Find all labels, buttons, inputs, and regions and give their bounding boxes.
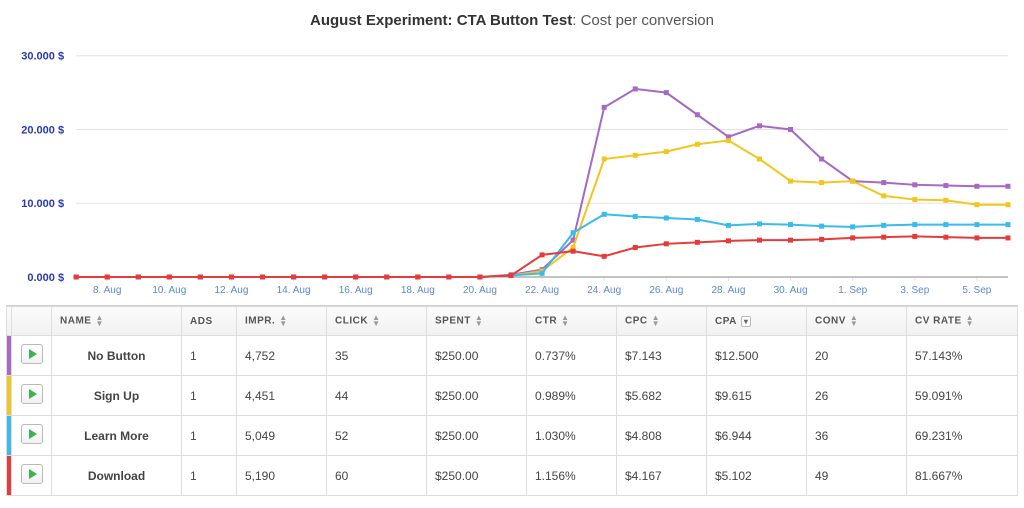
svg-text:10.000 $: 10.000 $ [21,198,64,210]
table-row: Download15,19060$250.001.156%$4.167$5.10… [7,456,1018,496]
row-cpa: $6.944 [707,416,807,456]
table-row: Sign Up14,45144$250.000.989%$5.682$9.615… [7,376,1018,416]
row-click: 35 [327,336,427,376]
table-header-row: NAME▲▼ ADS IMPR.▲▼ CLICK▲▼ SPENT▲▼ CTR▲▼… [7,307,1018,336]
row-cpc: $4.167 [617,456,707,496]
svg-text:30. Aug: 30. Aug [774,285,808,296]
col-name[interactable]: NAME▲▼ [52,307,182,336]
row-conv: 20 [807,336,907,376]
col-impr[interactable]: IMPR.▲▼ [237,307,327,336]
play-cell [12,456,52,496]
row-spent: $250.00 [427,456,527,496]
row-impr: 5,190 [237,456,327,496]
table-row: No Button14,75235$250.000.737%$7.143$12.… [7,336,1018,376]
play-cell [12,416,52,456]
col-ads: ADS [182,307,237,336]
sort-icon: ▲▼ [95,315,103,327]
svg-text:20.000 $: 20.000 $ [21,125,64,137]
svg-text:28. Aug: 28. Aug [711,285,745,296]
col-conv[interactable]: CONV▲▼ [807,307,907,336]
row-ads: 1 [182,376,237,416]
row-cvr: 59.091% [907,376,1018,416]
row-conv: 49 [807,456,907,496]
row-ads: 1 [182,456,237,496]
col-cpc[interactable]: CPC▲▼ [617,307,707,336]
chart-title-light: : Cost per conversion [572,12,714,29]
chart-panel: August Experiment: CTA Button Test: Cost… [6,6,1018,306]
row-name: No Button [52,336,182,376]
svg-text:0.000 $: 0.000 $ [27,272,64,284]
row-ctr: 1.156% [527,456,617,496]
play-cell [12,336,52,376]
play-button[interactable] [21,384,43,404]
sort-icon: ▲▼ [850,315,858,327]
row-spent: $250.00 [427,376,527,416]
svg-text:26. Aug: 26. Aug [649,285,683,296]
sort-icon: ▲▼ [475,315,483,327]
row-cpc: $4.808 [617,416,707,456]
row-name: Sign Up [52,376,182,416]
row-cvr: 57.143% [907,336,1018,376]
dropdown-icon[interactable]: ▾ [741,316,752,327]
row-ads: 1 [182,336,237,376]
svg-text:1. Sep: 1. Sep [838,285,867,296]
col-play [12,307,52,336]
row-name: Learn More [52,416,182,456]
svg-text:24. Aug: 24. Aug [587,285,621,296]
row-ads: 1 [182,416,237,456]
svg-text:20. Aug: 20. Aug [463,285,497,296]
play-button[interactable] [21,424,43,444]
row-ctr: 0.989% [527,376,617,416]
line-chart: 0.000 $ 10.000 $ 20.000 $ 30.000 $ 8. Aug 10.… [6,33,1018,303]
svg-text:14. Aug: 14. Aug [277,285,311,296]
svg-text:3. Sep: 3. Sep [900,285,929,296]
play-button[interactable] [21,464,43,484]
svg-text:10. Aug: 10. Aug [152,285,186,296]
row-impr: 5,049 [237,416,327,456]
col-spent[interactable]: SPENT▲▼ [427,307,527,336]
row-conv: 26 [807,376,907,416]
row-name: Download [52,456,182,496]
row-ctr: 0.737% [527,336,617,376]
sort-icon: ▲▼ [966,315,974,327]
col-cvr[interactable]: CV RATE▲▼ [907,307,1018,336]
sort-icon: ▲▼ [372,315,380,327]
row-cpa: $5.102 [707,456,807,496]
col-cpa[interactable]: CPA▾ [707,307,807,336]
row-cvr: 81.667% [907,456,1018,496]
play-cell [12,376,52,416]
row-cpa: $12.500 [707,336,807,376]
row-spent: $250.00 [427,336,527,376]
sort-icon: ▲▼ [279,315,287,327]
chart-title: August Experiment: CTA Button Test: Cost… [6,6,1018,33]
row-cpc: $5.682 [617,376,707,416]
row-conv: 36 [807,416,907,456]
table-row: Learn More15,04952$250.001.030%$4.808$6.… [7,416,1018,456]
row-click: 44 [327,376,427,416]
svg-text:5. Sep: 5. Sep [962,285,991,296]
svg-text:8. Aug: 8. Aug [93,285,121,296]
row-click: 52 [327,416,427,456]
row-ctr: 1.030% [527,416,617,456]
svg-text:22. Aug: 22. Aug [525,285,559,296]
col-ctr[interactable]: CTR▲▼ [527,307,617,336]
play-button[interactable] [21,344,43,364]
row-impr: 4,752 [237,336,327,376]
svg-text:12. Aug: 12. Aug [214,285,248,296]
chart-title-bold: August Experiment: CTA Button Test [310,12,572,29]
col-click[interactable]: CLICK▲▼ [327,307,427,336]
sort-icon: ▲▼ [561,315,569,327]
svg-text:18. Aug: 18. Aug [401,285,435,296]
row-spent: $250.00 [427,416,527,456]
svg-text:30.000 $: 30.000 $ [21,51,64,63]
sort-icon: ▲▼ [652,315,660,327]
svg-text:16. Aug: 16. Aug [339,285,373,296]
row-cpa: $9.615 [707,376,807,416]
row-cvr: 69.231% [907,416,1018,456]
row-cpc: $7.143 [617,336,707,376]
row-click: 60 [327,456,427,496]
row-impr: 4,451 [237,376,327,416]
results-table: NAME▲▼ ADS IMPR.▲▼ CLICK▲▼ SPENT▲▼ CTR▲▼… [6,306,1018,496]
